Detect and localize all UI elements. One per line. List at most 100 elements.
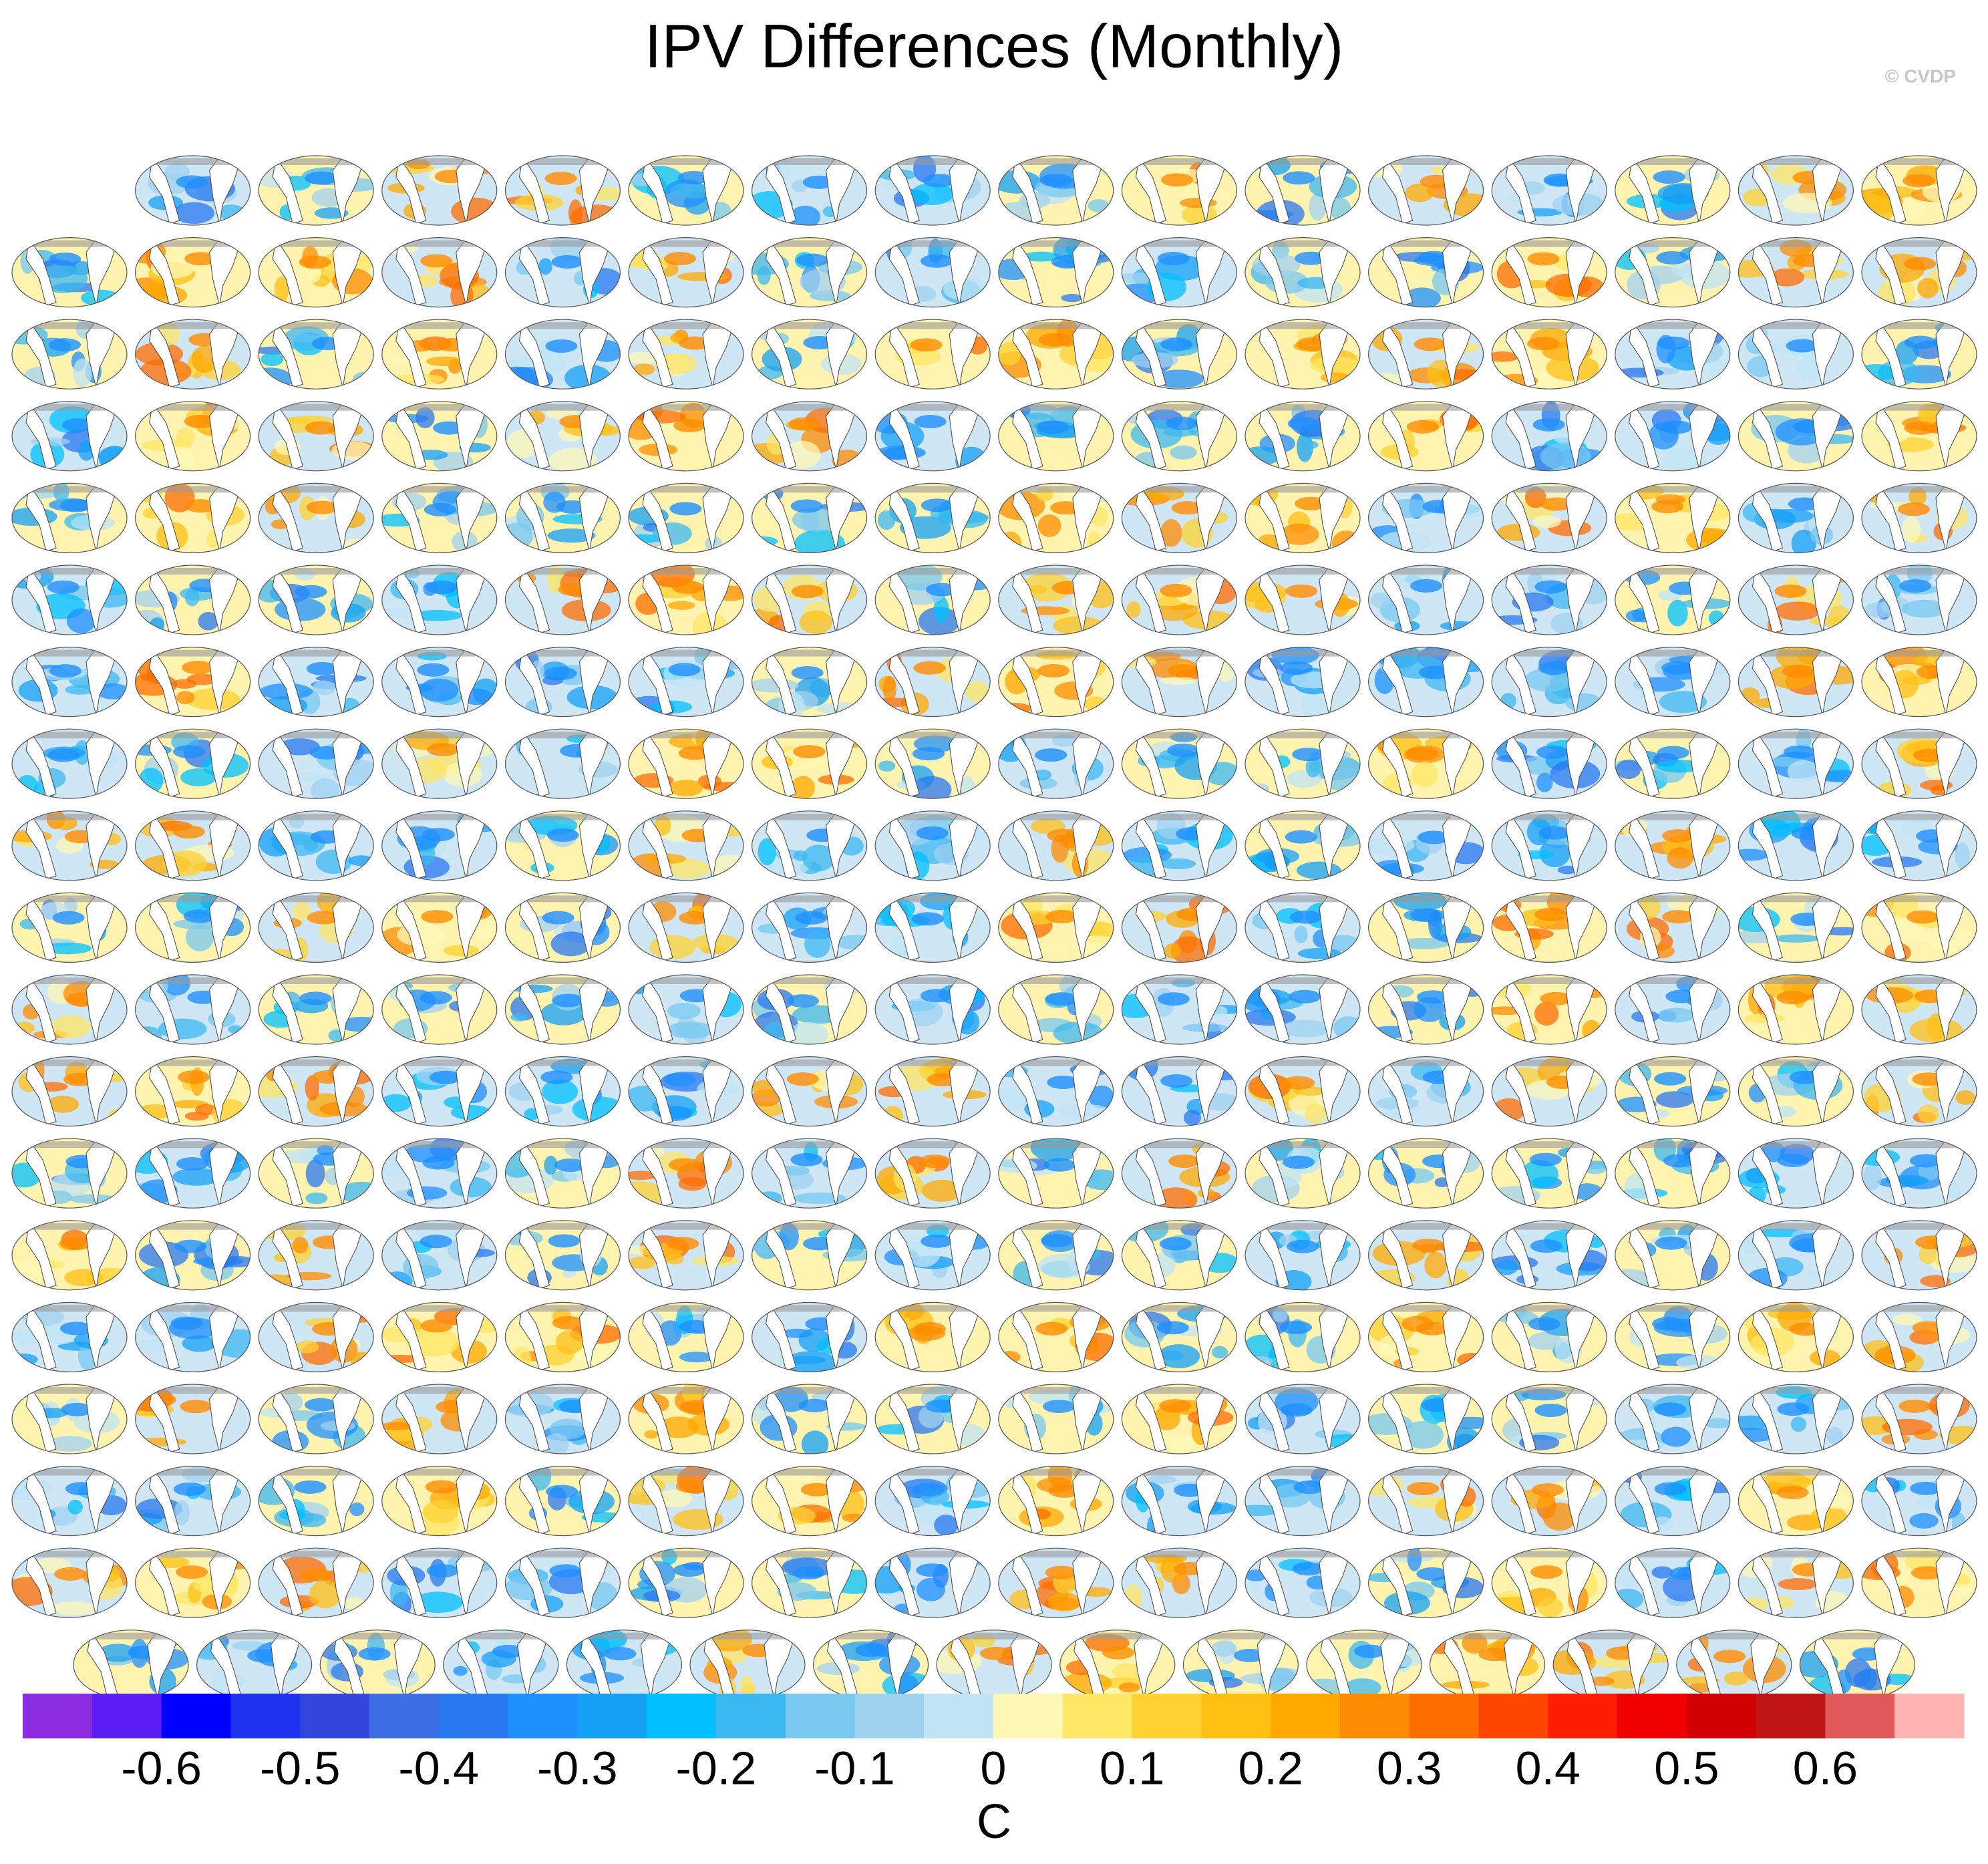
map-field <box>1122 401 1237 471</box>
map-panel <box>1491 401 1607 472</box>
map-anomaly <box>172 1168 221 1186</box>
land <box>633 322 739 329</box>
map-anomaly <box>173 1482 206 1496</box>
map-anomaly <box>665 1253 684 1265</box>
map-panel <box>998 482 1114 554</box>
colorbar-tick-label: 0.5 <box>1654 1742 1719 1794</box>
map-anomaly <box>671 580 704 594</box>
land <box>139 977 246 984</box>
map-field <box>505 1466 621 1536</box>
map-field <box>135 1220 251 1290</box>
map-anomaly <box>426 581 458 595</box>
land <box>1249 568 1356 575</box>
map-panel <box>628 482 744 554</box>
map-anomaly <box>1527 252 1560 266</box>
map-panel <box>1245 401 1361 472</box>
map-anomaly <box>1294 925 1308 943</box>
map-field <box>1862 319 1977 390</box>
land <box>1742 649 1850 657</box>
map-field <box>1183 1629 1299 1700</box>
map-outline <box>1121 155 1238 226</box>
map-panel <box>1121 1301 1238 1373</box>
land <box>1126 649 1233 657</box>
map-anomaly <box>1412 761 1438 788</box>
land <box>16 732 123 739</box>
map-panel <box>1615 728 1731 799</box>
land <box>1742 732 1850 739</box>
map-anomaly <box>426 1564 459 1578</box>
map-outline <box>1737 237 1854 308</box>
map-outline <box>1615 810 1731 881</box>
map-anomaly <box>1043 1158 1076 1172</box>
map-anomaly <box>1532 418 1565 432</box>
map-field <box>998 1220 1114 1290</box>
map-anomaly <box>1660 420 1693 434</box>
map-anomaly <box>1534 1001 1559 1026</box>
map-field <box>1738 1138 1854 1209</box>
map-outline <box>1491 482 1607 554</box>
map-panel <box>381 565 498 635</box>
map-panel <box>1245 565 1361 635</box>
map-anomaly <box>1890 919 1925 937</box>
map-anomaly <box>934 1515 959 1536</box>
map-panel <box>11 319 128 390</box>
map-anomaly <box>195 1104 218 1116</box>
map-panel <box>1121 1547 1238 1618</box>
map-outline <box>751 1056 868 1127</box>
land <box>139 813 246 820</box>
map-field <box>998 156 1114 225</box>
map-outline <box>628 810 744 881</box>
map-panel <box>628 1466 744 1537</box>
map-anomaly <box>912 1483 945 1497</box>
map-field <box>1862 565 1977 635</box>
map-anomaly <box>540 1070 573 1084</box>
map-outline <box>504 728 621 799</box>
map-field <box>1862 1138 1977 1209</box>
map-anomaly <box>430 1070 462 1084</box>
map-panel <box>1368 1547 1484 1618</box>
map-anomaly <box>59 498 92 512</box>
land <box>1496 158 1603 165</box>
map-anomaly <box>1528 1317 1560 1331</box>
map-outline <box>381 155 498 226</box>
map-outline <box>11 237 128 308</box>
map-field <box>998 975 1114 1044</box>
map-anomaly <box>1786 339 1818 353</box>
map-field <box>1862 1302 1977 1372</box>
map-panel <box>73 1629 189 1700</box>
map-outline <box>1245 155 1361 226</box>
map-anomaly <box>752 678 799 693</box>
land <box>756 813 863 820</box>
map-panel <box>751 565 868 635</box>
map-outline <box>998 728 1114 799</box>
map-anomaly <box>510 1013 528 1022</box>
map-anomaly <box>921 498 953 512</box>
land <box>633 895 739 903</box>
map-panel <box>998 1384 1114 1454</box>
map-panel <box>504 974 621 1045</box>
map-anomaly <box>1897 502 1930 516</box>
map-panel <box>258 1056 374 1127</box>
map-panel <box>751 810 868 881</box>
map-anomaly <box>416 407 435 429</box>
map-anomaly <box>604 1647 637 1661</box>
land <box>879 568 987 575</box>
map-panel <box>504 728 621 799</box>
land <box>509 813 617 820</box>
map-anomaly <box>172 679 197 689</box>
colorbar-box <box>1825 1694 1895 1738</box>
map-anomaly <box>1047 828 1080 842</box>
map-anomaly <box>1524 667 1575 692</box>
map-field <box>875 810 991 881</box>
map-outline <box>504 401 621 472</box>
map-panel <box>1861 892 1977 963</box>
map-panel <box>1861 319 1977 390</box>
map-panel <box>135 482 251 554</box>
map-field <box>135 729 251 799</box>
map-panel <box>628 974 744 1045</box>
map-anomaly <box>1540 442 1591 471</box>
land <box>1372 322 1480 329</box>
map-field <box>1492 1302 1607 1372</box>
colorbar-box <box>854 1694 925 1738</box>
map-field <box>1245 810 1360 881</box>
